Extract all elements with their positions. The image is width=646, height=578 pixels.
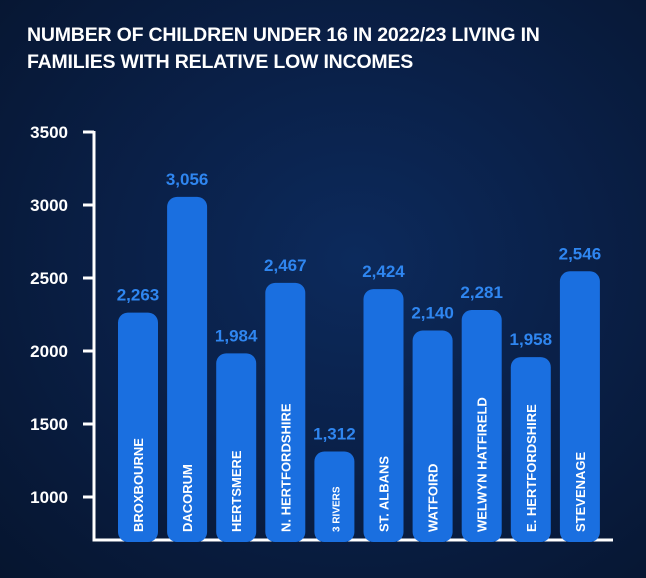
- bar: [510, 357, 551, 542]
- value-label: 2,281: [460, 283, 503, 302]
- bar: [216, 353, 257, 542]
- y-tick-label: 2500: [30, 269, 68, 288]
- category-label: STEVENAGE: [573, 451, 588, 532]
- bar: [167, 196, 208, 542]
- category-label: WATFOIRD: [426, 464, 441, 532]
- category-label: HERTSMERE: [229, 450, 244, 532]
- category-label: WELWYN HATFIRELD: [475, 397, 490, 532]
- category-label: E. HERTFORDSHIRE: [524, 404, 539, 532]
- category-label: 3 RIVERS: [331, 486, 342, 532]
- value-label: 2,546: [559, 244, 602, 263]
- value-label: 2,424: [362, 262, 405, 281]
- category-label: ST. ALBANS: [377, 456, 392, 532]
- value-label: 2,263: [117, 286, 160, 305]
- value-label: 1,958: [510, 330, 553, 349]
- y-tick-label: 1000: [30, 488, 68, 507]
- value-label: 2,140: [411, 304, 454, 323]
- bar: [363, 289, 404, 542]
- category-label: N. HERTFORDSHIRE: [278, 403, 293, 532]
- bar: [461, 309, 502, 542]
- bar: [265, 282, 306, 542]
- bar: [559, 271, 600, 542]
- chart-title: NUMBER OF CHILDREN UNDER 16 IN 2022/23 L…: [27, 24, 540, 73]
- value-label: 1,984: [215, 326, 258, 345]
- value-label: 3,056: [166, 170, 209, 189]
- y-tick-label: 2000: [30, 342, 68, 361]
- y-tick-label: 3500: [30, 123, 68, 142]
- bar: [412, 330, 453, 542]
- category-label: DACORUM: [180, 464, 195, 532]
- value-label: 2,467: [264, 256, 307, 275]
- bar: [314, 451, 355, 542]
- category-label: BROXBOURNE: [131, 438, 146, 532]
- bar: [118, 312, 158, 542]
- y-tick-label: 1500: [30, 415, 68, 434]
- y-tick-label: 3000: [30, 196, 68, 215]
- value-label: 1,312: [313, 424, 356, 443]
